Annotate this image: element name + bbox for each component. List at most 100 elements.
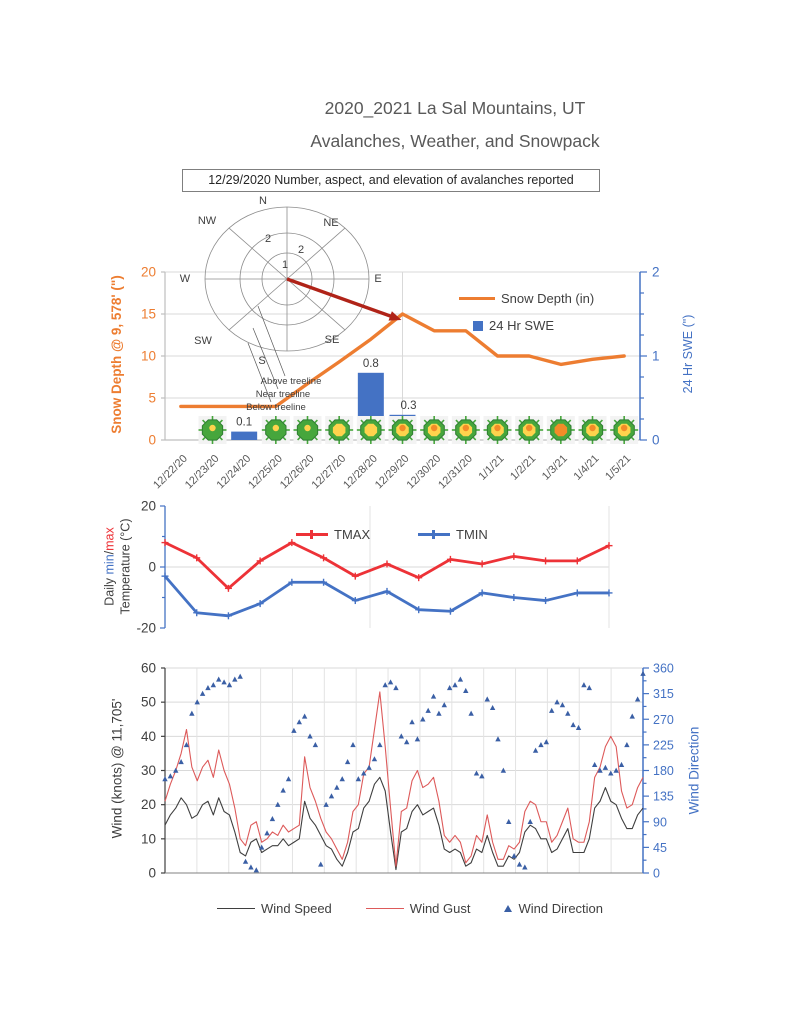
annotation-arrow-head: [388, 311, 402, 321]
wind-direction-marker: [393, 685, 399, 691]
rose-spoke: [286, 227, 346, 280]
avalanche-count-label: 2: [265, 233, 271, 245]
wind-direction-marker: [430, 693, 437, 699]
rose-icon-above-treeline: [304, 424, 311, 432]
rose-icon-spike: [202, 419, 206, 424]
rose-icon-spike: [631, 419, 635, 424]
tmin-line: [163, 575, 609, 618]
swe-bar-swatch: [473, 320, 483, 331]
wind-direction-marker: [425, 707, 431, 713]
wind-direction-marker: [323, 801, 329, 807]
wind-direction-marker: [318, 861, 324, 867]
wind-axis-title: Wind (knots) @ 11,705': [109, 698, 125, 839]
rose-icon-spike: [504, 419, 508, 424]
rose-icon-spike: [504, 436, 508, 441]
rose-icon-above-treeline: [462, 424, 470, 432]
wind-direction-marker: [296, 719, 302, 725]
wind-speed-line: [164, 776, 644, 871]
wind-direction-marker: [586, 685, 592, 691]
wind-direction-marker: [522, 864, 528, 870]
legend-wind-gust-label: Wind Gust: [409, 901, 471, 916]
wind-direction-marker: [269, 816, 276, 822]
treeline-leader-line: [247, 342, 272, 403]
temp-axis-title: Daily min/max Temperature (°C): [103, 485, 134, 649]
snow-depth-axis-title: Snow Depth @ 9, 578' ("): [109, 275, 124, 434]
rose-icon-spike: [536, 436, 540, 441]
swe-bar-label: 0.1: [236, 417, 252, 429]
wind-direction-marker-swatch: [504, 905, 513, 912]
wind-direction-marker: [527, 818, 533, 824]
rose-icon-spike: [472, 419, 477, 424]
wind-direction-marker: [624, 741, 630, 748]
rose-icon-spike: [567, 436, 572, 441]
page-title-line1: 2020_2021 La Sal Mountains, UT: [324, 98, 586, 118]
rose-icon-spike: [550, 436, 554, 441]
wind-axis-tick-label: 50: [141, 695, 156, 710]
danger-rose-icon: [261, 416, 290, 444]
wind-dir-tick-label: 315: [653, 687, 674, 701]
temp-axis-tick-label: 0: [148, 560, 156, 575]
wind-direction-marker: [189, 710, 195, 716]
compass-label: N: [259, 195, 267, 207]
wind-direction-marker: [350, 741, 356, 748]
wind-chart: 0 10 20 30 40 50 60 0 45 90 135 180 225 270 315 360: [141, 661, 674, 881]
wind-direction-marker: [205, 685, 211, 691]
wind-direction-marker: [495, 736, 501, 742]
date-label: 1/5/21: [603, 453, 633, 483]
legend-swe: 24 Hr SWE: [473, 318, 554, 333]
date-label: 12/31/20: [436, 453, 475, 492]
date-label: 1/2/21: [508, 453, 538, 483]
danger-rose-icon: [293, 416, 322, 444]
rose-icon-spike: [219, 436, 223, 441]
compass-label: S: [258, 355, 265, 367]
wind-direction-marker: [500, 767, 507, 773]
wind-direction-marker: [226, 682, 233, 688]
rose-icon-spike: [377, 419, 382, 424]
rose-icon-above-treeline: [494, 424, 501, 432]
compass-label: SW: [194, 335, 212, 347]
rose-icon-spike: [346, 436, 350, 441]
temp-axis-tick-label: -20: [136, 621, 156, 636]
snow-axis-tick-label: 20: [141, 265, 156, 280]
compass-label: NE: [323, 217, 338, 229]
wind-direction-marker: [280, 787, 286, 793]
legend-wind-speed-label: Wind Speed: [260, 901, 332, 916]
snow-axis-tick-label: 10: [141, 349, 156, 364]
legend-wind-speed: Wind Speed: [216, 901, 332, 916]
wind-direction-marker: [366, 764, 372, 770]
wind-axis-tick-label: 10: [141, 831, 156, 846]
wind-dir-tick-label: 135: [653, 790, 674, 804]
avalanche-count-label: 2: [298, 244, 304, 256]
legend-tmax-label: TMAX: [334, 527, 371, 542]
rose-icon-spike: [455, 419, 459, 424]
rose-icon-spike: [441, 436, 445, 441]
danger-rose-icon: [578, 416, 607, 444]
wind-direction-marker: [473, 770, 480, 776]
wind-direction-marker: [339, 776, 345, 782]
wind-direction-marker: [554, 699, 560, 705]
wind-direction-marker: [301, 713, 308, 719]
rose-icon-spike: [219, 419, 223, 424]
rose-icon-spike: [599, 436, 603, 441]
wind-direction-marker: [382, 682, 388, 688]
rose-icon-spike: [297, 436, 301, 441]
danger-rose-icon: [198, 416, 227, 444]
wind-direction-marker: [532, 747, 539, 753]
wind-direction-marker: [543, 739, 550, 745]
legend-tmin: TMIN: [418, 527, 488, 542]
rose-icon-spike: [392, 419, 396, 424]
date-label: 1/1/21: [477, 453, 507, 483]
wind-direction-marker: [511, 853, 517, 859]
wind-direction-marker: [162, 776, 168, 782]
wind-dir-tick-label: 90: [653, 815, 667, 829]
rose-spoke: [286, 278, 346, 331]
snow-depth-line-swatch: [459, 296, 495, 301]
wind-direction-marker: [565, 710, 571, 716]
wind-dir-tick-label: 270: [653, 713, 674, 727]
rose-icon-above-treeline: [272, 424, 280, 432]
wind-direction-marker: [484, 696, 490, 702]
rose-icon-spike: [455, 436, 459, 441]
wind-direction-marker: [361, 770, 367, 776]
rose-icon-above-treeline: [209, 424, 216, 432]
wind-dir-tick-label: 0: [653, 867, 660, 881]
